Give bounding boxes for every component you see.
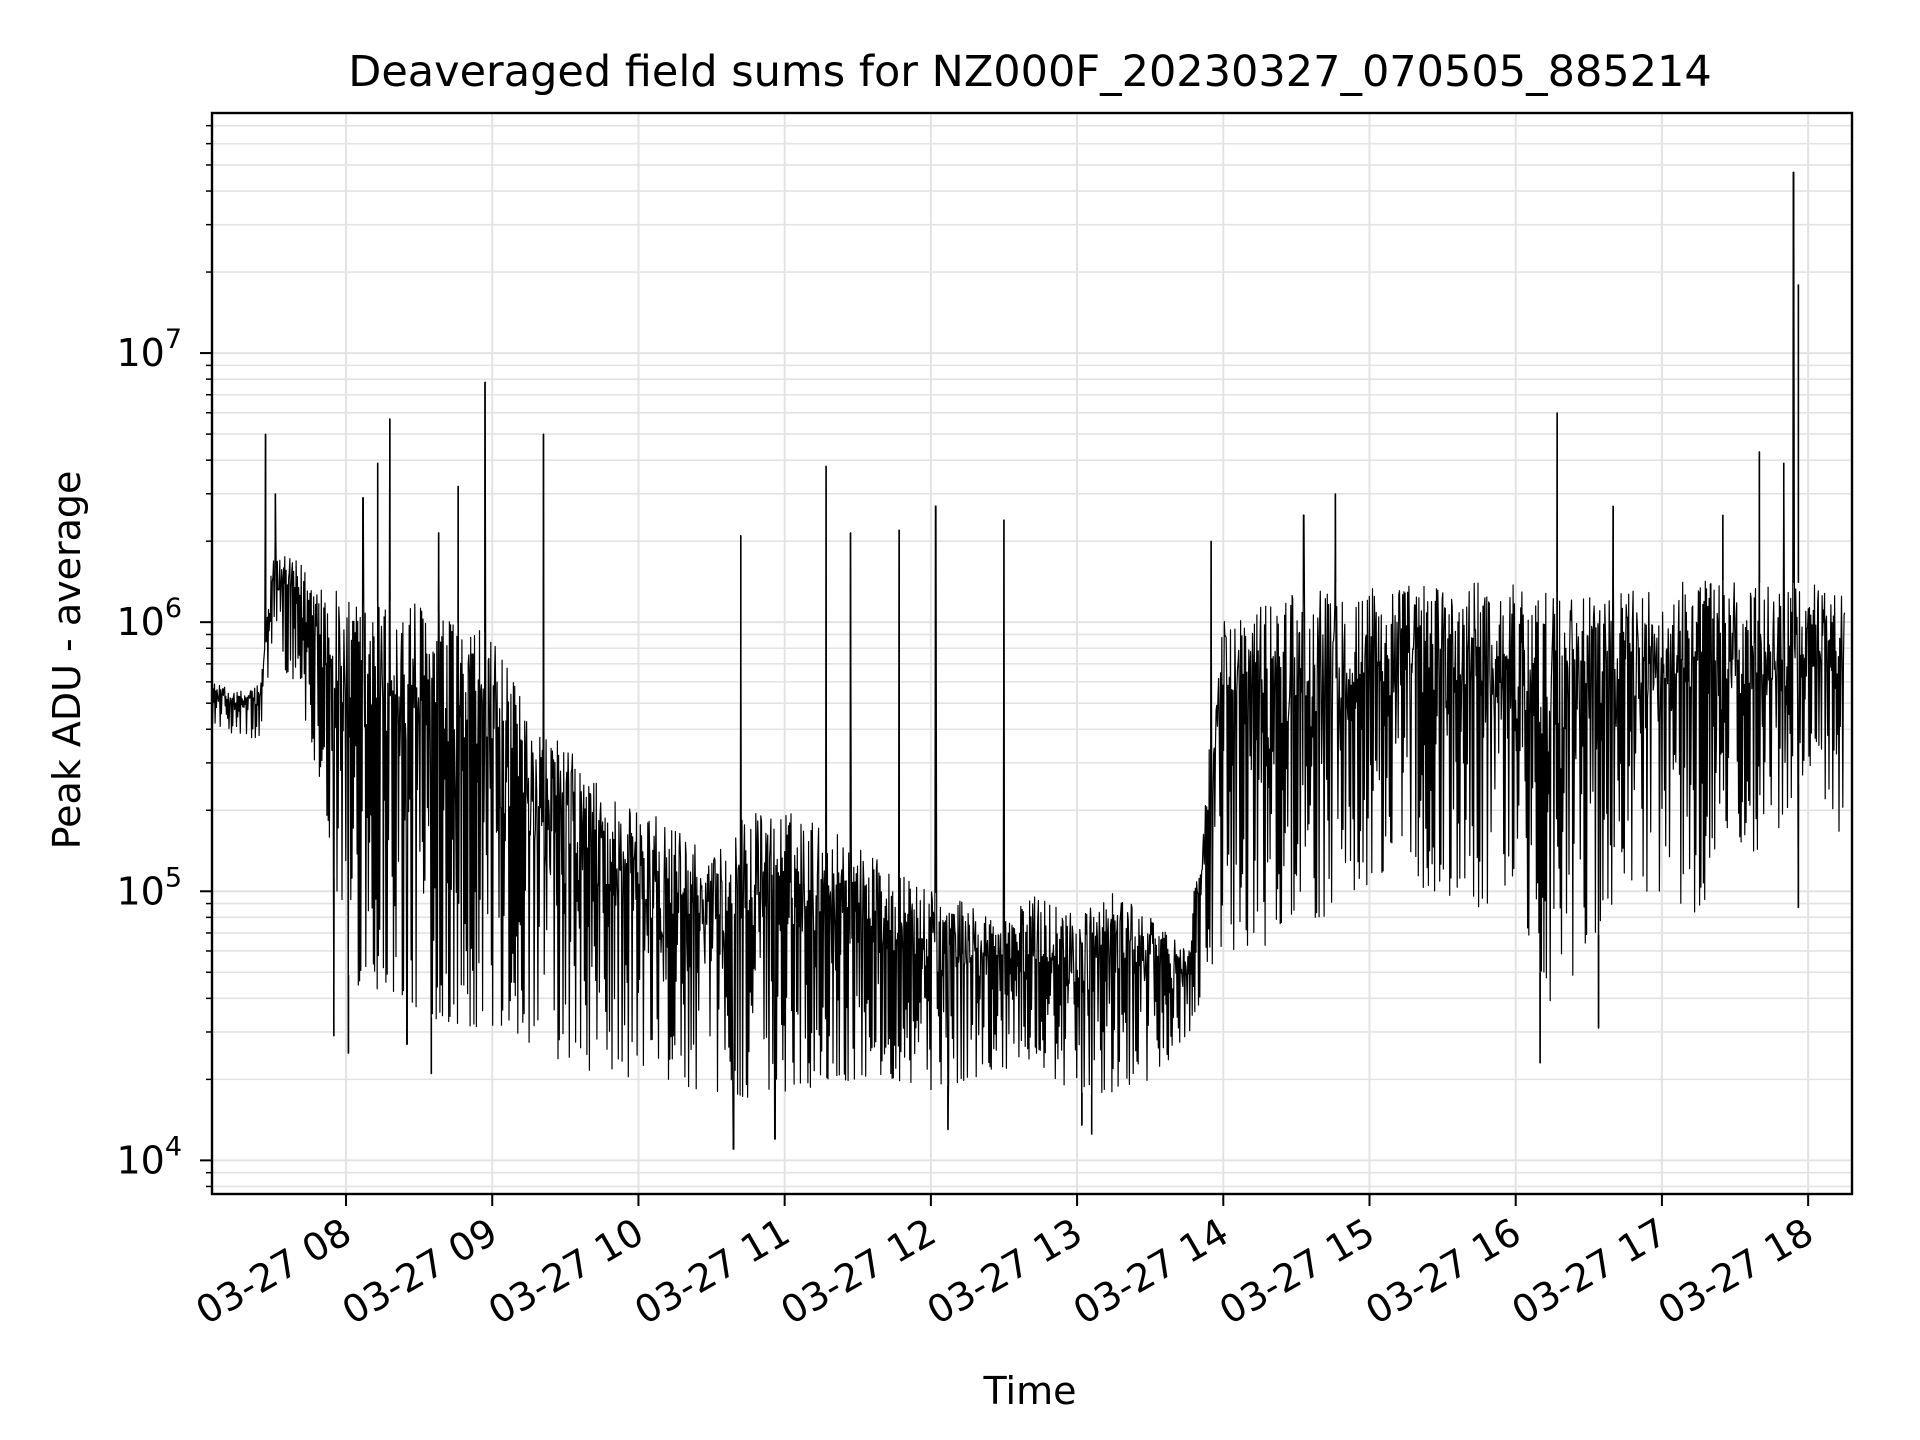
plot-frame — [210, 111, 1854, 1196]
y-tick-exponent: 4 — [165, 1131, 182, 1162]
series-layer — [211, 171, 1846, 1150]
y-tick-base: 10 — [116, 1138, 164, 1182]
y-tick-base: 10 — [116, 869, 164, 913]
chart-title: Deaveraged field sums for NZ000F_2023032… — [348, 47, 1712, 97]
y-tick-base: 10 — [116, 600, 164, 644]
y-tick-exponent: 5 — [165, 862, 182, 893]
y-tick-exponent: 6 — [165, 593, 182, 624]
y-tick-label: 107 — [116, 324, 182, 375]
y-tick-label: 105 — [116, 862, 182, 913]
x-axis-label: Time — [983, 1369, 1077, 1413]
y-axis-label: Peak ADU - average — [45, 471, 89, 850]
y-tick-base: 10 — [116, 331, 164, 375]
y-tick-exponent: 7 — [165, 324, 182, 355]
y-tick-label: 104 — [116, 1131, 182, 1182]
y-tick-label: 106 — [116, 593, 182, 644]
series-line — [211, 171, 1846, 1150]
